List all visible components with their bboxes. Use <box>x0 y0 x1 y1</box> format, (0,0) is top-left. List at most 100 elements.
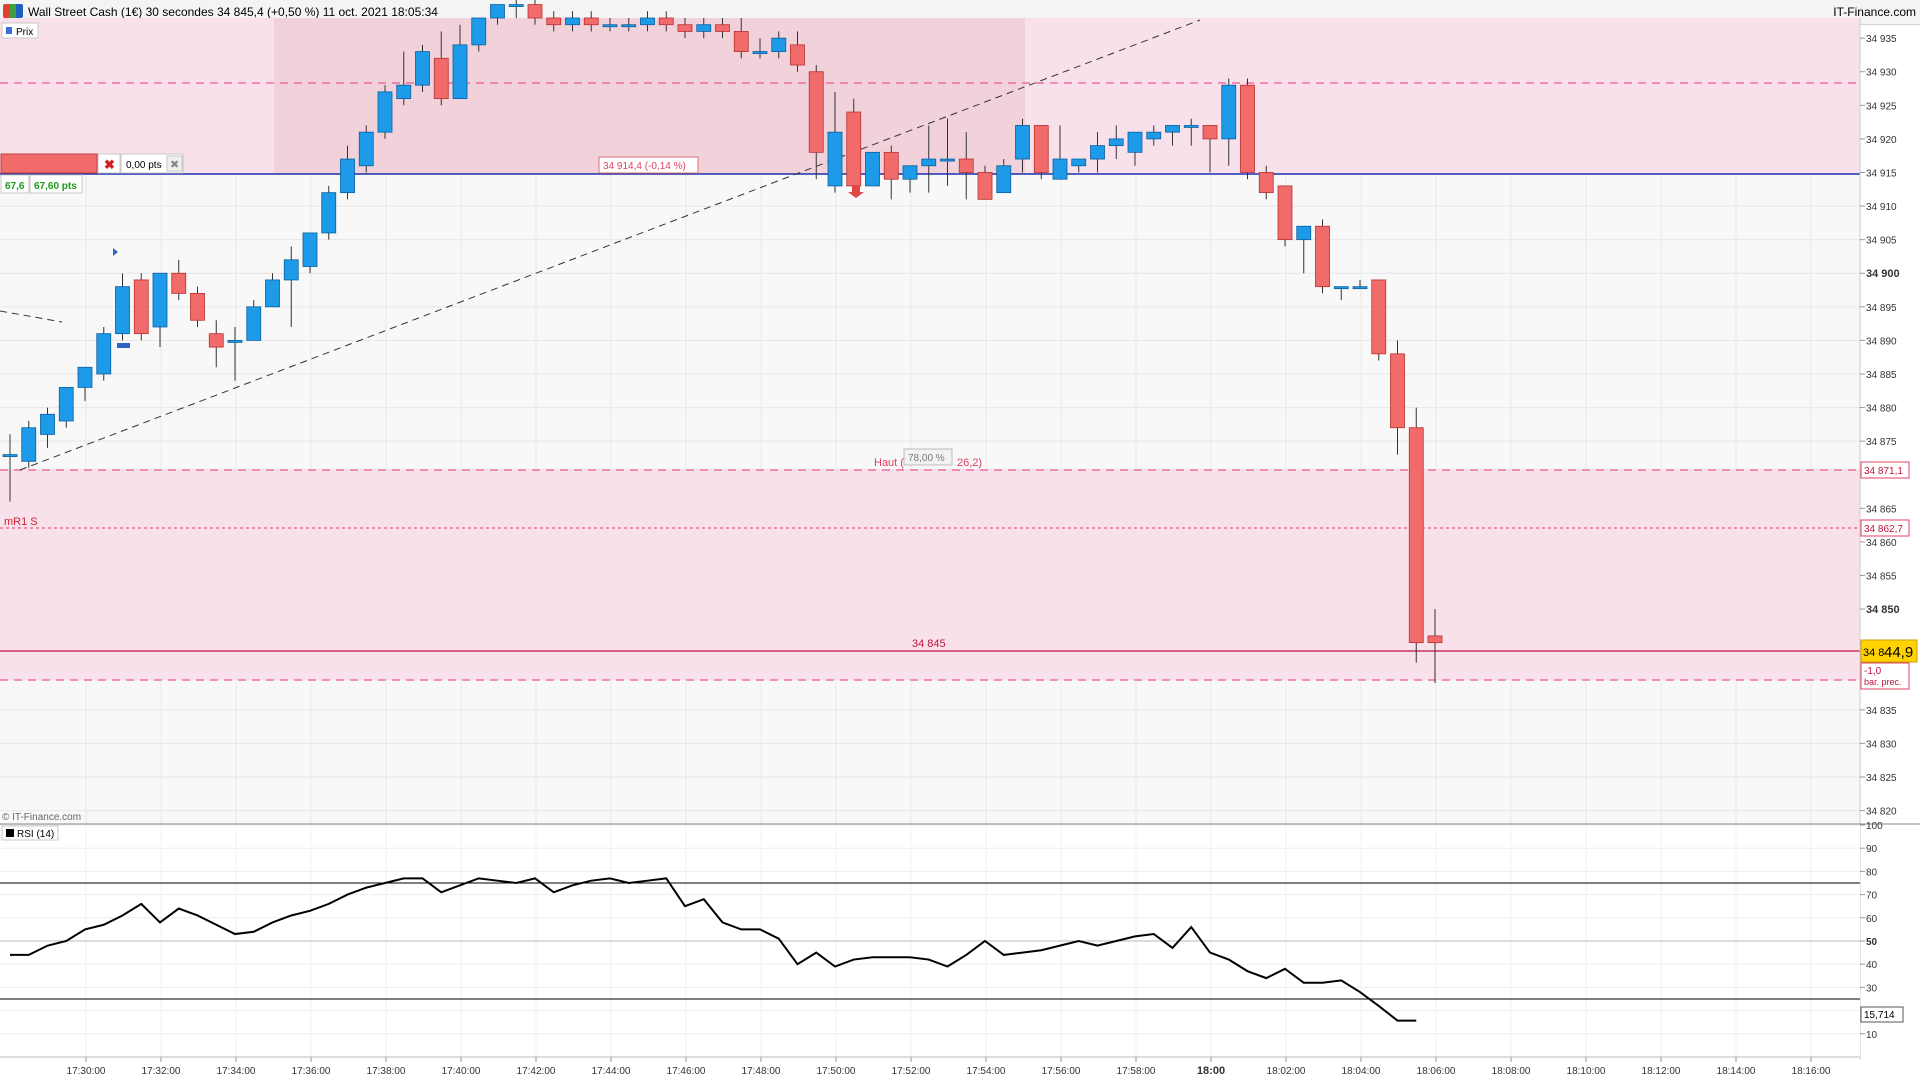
candle[interactable] <box>1258 165 1274 200</box>
candle[interactable] <box>452 24 468 99</box>
trend-line-rising[interactable] <box>19 19 1201 471</box>
candle[interactable] <box>958 132 974 200</box>
candle[interactable] <box>940 118 955 186</box>
candle[interactable] <box>771 31 787 59</box>
candle[interactable] <box>1183 118 1199 146</box>
time-tick-label: 17:38:00 <box>367 1066 406 1077</box>
candle[interactable] <box>1371 279 1387 361</box>
time-tick-label: 17:40:00 <box>442 1066 481 1077</box>
candle[interactable] <box>565 11 580 32</box>
candle[interactable] <box>208 320 224 368</box>
candle[interactable] <box>790 31 805 72</box>
time-tick-label: 17:34:00 <box>217 1066 256 1077</box>
candle[interactable] <box>77 366 93 401</box>
candle[interactable] <box>677 18 693 39</box>
candle[interactable] <box>921 125 937 193</box>
candle[interactable] <box>1333 286 1349 301</box>
order-widget[interactable]: ✖ 0,00 pts ✖ <box>0 153 184 174</box>
time-tick-label: 17:56:00 <box>1042 1066 1081 1077</box>
candle[interactable] <box>1165 125 1180 146</box>
candle[interactable] <box>358 125 374 173</box>
candle[interactable] <box>1427 609 1443 683</box>
candle[interactable] <box>490 4 505 25</box>
candle-body <box>227 339 243 343</box>
candle[interactable] <box>583 11 599 32</box>
candle[interactable] <box>546 11 562 32</box>
candle[interactable] <box>227 326 243 381</box>
rsi-tick-label: 10 <box>1866 1030 1878 1041</box>
candle[interactable] <box>752 38 768 59</box>
candle[interactable] <box>171 259 187 301</box>
candle[interactable] <box>1033 125 1049 180</box>
candle[interactable] <box>190 286 205 327</box>
candle[interactable] <box>883 145 899 200</box>
candle[interactable] <box>846 98 862 193</box>
close-order-icon[interactable]: ✖ <box>104 157 115 172</box>
candle[interactable] <box>265 273 280 308</box>
candle[interactable] <box>1108 125 1124 160</box>
candle[interactable] <box>696 18 712 39</box>
candle[interactable] <box>396 51 412 106</box>
rsi-legend[interactable]: RSI (14) <box>1 825 59 841</box>
candle[interactable] <box>133 273 149 341</box>
candle[interactable] <box>602 18 618 32</box>
candle[interactable] <box>471 17 487 52</box>
candle[interactable] <box>640 11 655 32</box>
candle[interactable] <box>21 421 37 469</box>
candle[interactable] <box>1352 279 1368 290</box>
candle[interactable] <box>808 65 824 180</box>
candle[interactable] <box>996 159 1012 194</box>
candle[interactable] <box>152 272 168 348</box>
candle[interactable] <box>1240 78 1255 180</box>
candle[interactable] <box>1277 185 1293 247</box>
rsi-swatch-icon <box>6 829 14 837</box>
candle[interactable] <box>302 232 318 274</box>
candle[interactable] <box>1221 78 1237 166</box>
candle[interactable] <box>527 0 543 25</box>
candle[interactable] <box>58 387 74 428</box>
candle[interactable] <box>508 0 524 18</box>
candle[interactable] <box>433 31 449 106</box>
candle[interactable] <box>902 165 918 193</box>
candle[interactable] <box>733 18 749 59</box>
candle-body <box>1371 279 1387 355</box>
candle[interactable] <box>1390 340 1405 455</box>
candle[interactable] <box>1202 125 1218 173</box>
candle[interactable] <box>658 11 674 32</box>
close-position-icon[interactable]: ✖ <box>170 159 179 171</box>
candle[interactable] <box>1127 131 1143 166</box>
candle[interactable] <box>321 185 337 240</box>
candle[interactable] <box>115 273 130 341</box>
legend-prix[interactable]: Prix <box>1 22 39 39</box>
candle[interactable] <box>40 407 55 448</box>
candle[interactable] <box>1296 225 1312 274</box>
time-tick-label: 18:04:00 <box>1342 1066 1381 1077</box>
time-tick-label: 18:12:00 <box>1642 1066 1681 1077</box>
trend-line-left[interactable] <box>0 310 63 323</box>
candle[interactable] <box>1408 407 1424 663</box>
last-price-tag-prefix: 34 8 <box>1863 647 1884 659</box>
candle[interactable] <box>1071 158 1087 173</box>
candle[interactable] <box>96 326 112 381</box>
brand-link[interactable]: IT-Finance.com <box>1833 5 1916 19</box>
candle[interactable] <box>715 18 730 39</box>
candle[interactable] <box>621 18 637 32</box>
rsi-tick-label: 70 <box>1866 891 1878 902</box>
candle[interactable] <box>283 246 299 327</box>
candle[interactable] <box>377 85 393 139</box>
candle-body <box>1277 185 1293 241</box>
candle[interactable] <box>415 44 430 92</box>
candle[interactable] <box>1090 132 1105 173</box>
candle[interactable] <box>865 151 880 187</box>
candle[interactable] <box>827 91 843 193</box>
candle[interactable] <box>977 165 993 200</box>
candle[interactable] <box>340 145 355 200</box>
time-tick-label: 17:46:00 <box>667 1066 706 1077</box>
candle[interactable] <box>1315 219 1330 294</box>
candle[interactable] <box>1052 125 1068 180</box>
candle[interactable] <box>2 434 18 502</box>
candle[interactable] <box>1015 118 1030 173</box>
candle[interactable] <box>246 300 262 341</box>
candle[interactable] <box>1146 125 1162 146</box>
